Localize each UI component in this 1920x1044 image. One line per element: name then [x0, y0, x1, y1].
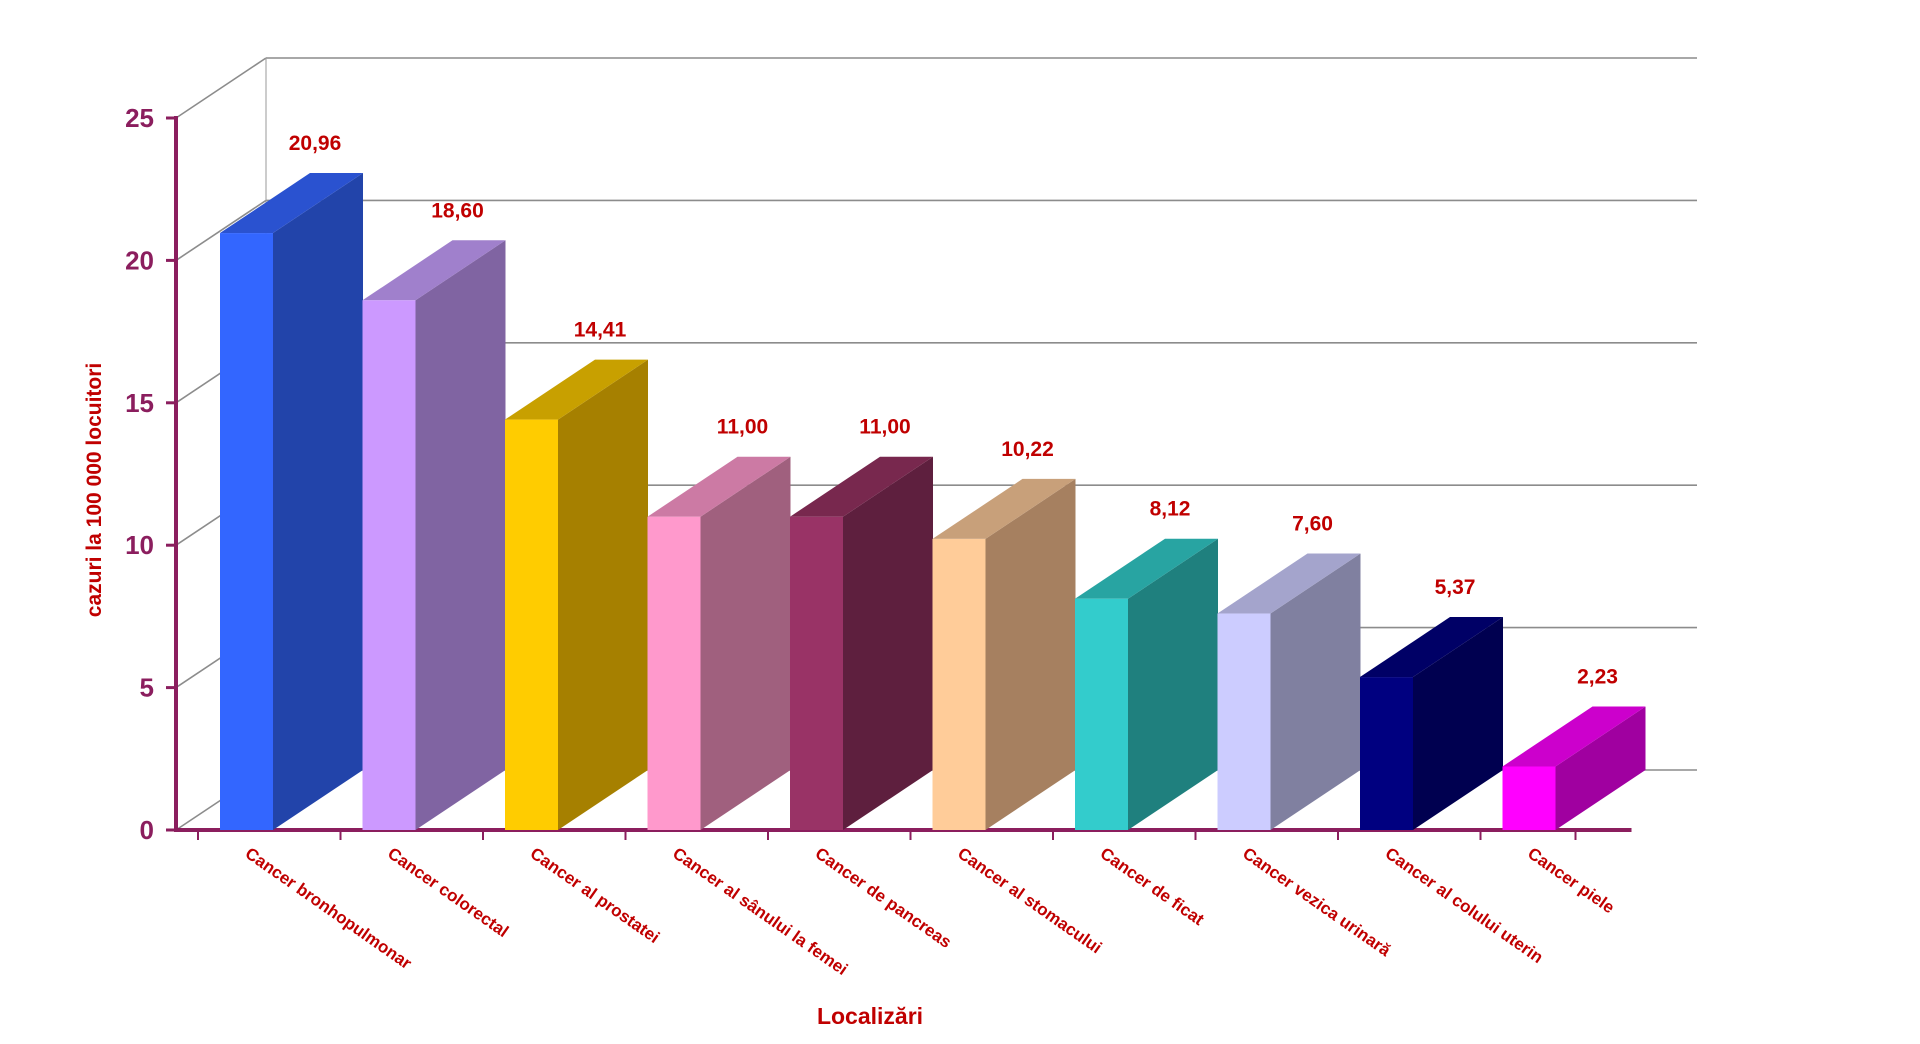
y-tick-label: 25	[125, 103, 154, 133]
y-tick-label: 5	[140, 673, 154, 703]
bar	[1360, 617, 1503, 830]
bar-side	[1413, 617, 1503, 830]
category-label: Cancer de ficat	[1097, 844, 1208, 930]
y-tick-label: 20	[125, 245, 154, 275]
category-label: Cancer colorectal	[384, 844, 512, 941]
bar-top	[362, 240, 506, 301]
bar-top	[505, 359, 648, 420]
bar-top	[1360, 617, 1503, 678]
bar-side	[1555, 706, 1646, 830]
category-label: Cancer vezica urinară	[1239, 844, 1394, 961]
bar	[790, 456, 933, 830]
bar-front	[932, 538, 986, 830]
gridline-diagonal	[175, 199, 267, 262]
bar-front	[1360, 677, 1413, 830]
y-tick-label: 10	[125, 530, 154, 560]
bar-front	[220, 233, 273, 830]
gridline-diagonal	[175, 57, 267, 119]
bar-front	[790, 516, 843, 830]
bar	[932, 478, 1076, 830]
bar-side	[1270, 553, 1361, 830]
bar-front	[647, 516, 701, 830]
category-label: Cancer al prostatei	[527, 844, 663, 947]
category-label: Cancer al colului uterin	[1382, 844, 1547, 967]
bar-side	[558, 359, 648, 830]
bar-side	[273, 173, 363, 830]
data-label: 18,60	[431, 199, 484, 222]
bar-side	[415, 240, 506, 831]
bar-front	[1217, 613, 1271, 830]
axes: 0 5 10 15 20 25	[125, 103, 1632, 845]
data-label: 20,96	[289, 132, 342, 155]
x-axis-title: Localizări	[817, 1003, 923, 1029]
bar-top	[1217, 553, 1361, 614]
bars	[220, 173, 1646, 831]
category-label: Cancer bronhopulmonar	[242, 844, 416, 974]
category-label: Cancer de pancreas	[812, 844, 955, 952]
data-label: 7,60	[1292, 513, 1333, 536]
category-label: Cancer al stomacului	[954, 844, 1105, 958]
data-label: 14,41	[574, 319, 627, 342]
bar-top	[647, 456, 791, 517]
y-tick-label: 0	[140, 815, 154, 845]
y-axis-title: cazuri la 100 000 locuitori	[83, 363, 106, 617]
bar-side	[700, 456, 791, 830]
data-label: 10,22	[1001, 438, 1054, 461]
data-label: 11,00	[859, 416, 910, 439]
data-label: 8,12	[1150, 498, 1191, 521]
bar-top	[1502, 706, 1646, 767]
bar	[505, 359, 648, 830]
bar	[1075, 538, 1218, 830]
category-label: Cancer piele	[1524, 844, 1618, 918]
data-label: 5,37	[1435, 576, 1476, 599]
bar	[362, 240, 506, 831]
data-label: 2,23	[1577, 665, 1618, 688]
bar	[220, 173, 363, 830]
bar-top	[932, 478, 1076, 539]
bar-top	[1075, 538, 1218, 599]
bar	[647, 456, 791, 830]
data-label: 11,00	[717, 416, 768, 439]
bar-side	[1128, 538, 1218, 830]
bar-front	[362, 300, 416, 831]
y-tick-label: 15	[125, 388, 154, 418]
bar-side	[843, 456, 933, 830]
bar-side	[985, 478, 1076, 830]
bar-front	[1075, 598, 1128, 830]
bar-front	[505, 419, 558, 830]
bar	[1217, 553, 1361, 830]
bar-top	[790, 456, 933, 517]
bar-front	[1502, 766, 1556, 830]
bar	[1502, 706, 1646, 830]
bar-top	[220, 173, 363, 234]
